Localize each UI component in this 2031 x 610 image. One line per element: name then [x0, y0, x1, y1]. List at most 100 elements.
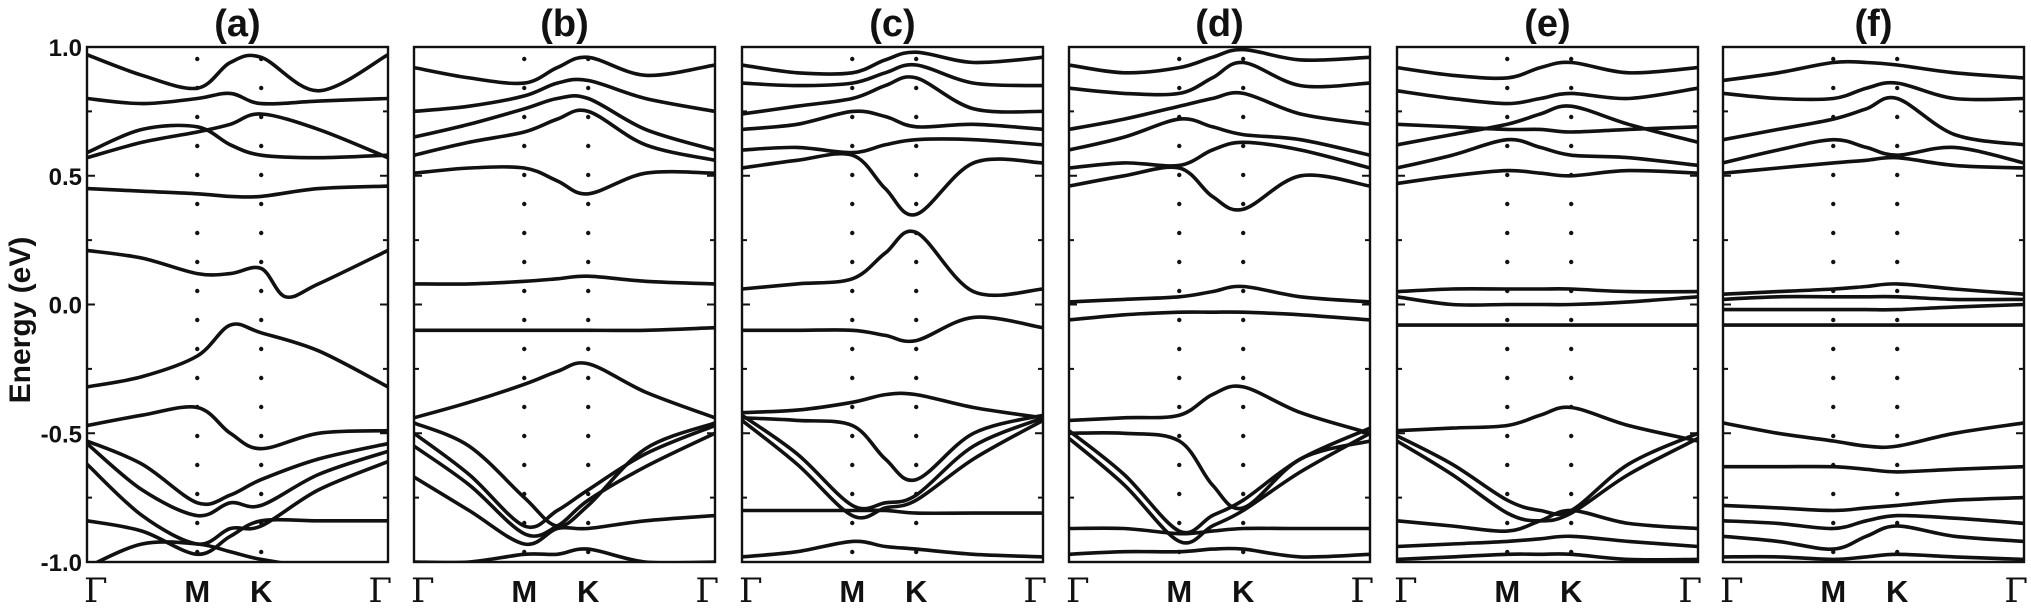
kpoint-label: Γ: [1720, 571, 1744, 610]
kpoint-guide-dot: [1241, 317, 1246, 323]
kpoint-guide-dot: [1241, 491, 1246, 497]
kpoint-guide-dot: [914, 520, 919, 526]
band-line: [87, 52, 388, 93]
kpoint-label: Γ: [368, 571, 392, 610]
kpoint-guide-dot: [1241, 85, 1246, 91]
kpoint-guide-dot: [522, 288, 527, 294]
kpoint-label: K: [1560, 574, 1583, 609]
kpoint-guide-dot: [914, 85, 919, 91]
band-line: [742, 229, 1043, 298]
kpoint-guide-dot: [522, 201, 527, 207]
kpoint-label: M: [1166, 574, 1192, 609]
band-line: [1723, 80, 2024, 102]
kpoint-guide-dot: [586, 259, 591, 265]
kpoint-guide-dot: [195, 230, 200, 236]
band-line: [1397, 295, 1698, 307]
kpoint-label: K: [1886, 574, 1909, 609]
kpoint-guide-dot: [1831, 491, 1836, 497]
kpoint-guide-dot: [1177, 172, 1182, 178]
band-line: [87, 112, 388, 160]
kpoint-guide-dot: [850, 433, 855, 439]
kpoint-guide-dot: [850, 143, 855, 149]
band-line: [414, 421, 715, 528]
band-line: [87, 322, 388, 389]
y-tick-label: 0.5: [49, 164, 82, 191]
band-line: [1397, 552, 1698, 562]
kpoint-guide-dot: [1895, 288, 1900, 294]
band-line: [1397, 122, 1698, 134]
band-line: [1069, 431, 1370, 545]
kpoint-guide-dot: [914, 288, 919, 294]
kpoint-guide-dot: [1241, 259, 1246, 265]
kpoint-guide-dot: [914, 259, 919, 265]
kpoint-guide-dot: [1831, 375, 1836, 381]
kpoint-guide-dot: [1831, 346, 1836, 352]
kpoint-guide-dot: [522, 259, 527, 265]
kpoint-label: K: [1232, 574, 1255, 609]
kpoint-label: K: [250, 574, 273, 609]
band-line: [414, 361, 715, 420]
kpoint-guide-dot: [195, 201, 200, 207]
kpoint-guide-dot: [1569, 114, 1574, 120]
band-line: [1069, 526, 1370, 536]
band-line: [1397, 60, 1698, 81]
kpoint-guide-dot: [195, 520, 200, 526]
kpoint-guide-dot: [850, 172, 855, 178]
kpoint-guide-dot: [1831, 143, 1836, 149]
kpoint-guide-dot: [914, 317, 919, 323]
band-line: [414, 165, 715, 196]
band-line: [1069, 140, 1370, 170]
kpoint-guide-dot: [1241, 230, 1246, 236]
band-line: [1397, 104, 1698, 147]
band-line: [87, 123, 388, 160]
kpoint-guide-dot: [1895, 143, 1900, 149]
kpoint-guide-dot: [195, 375, 200, 381]
kpoint-guide-dot: [522, 172, 527, 178]
band-line: [1723, 155, 2024, 175]
kpoint-guide-dot: [1241, 201, 1246, 207]
kpoint-guide-dot: [1895, 520, 1900, 526]
kpoint-guide-dot: [1831, 201, 1836, 207]
kpoint-guide-dot: [259, 346, 264, 352]
band-line: [87, 405, 388, 451]
kpoint-guide-dot: [1505, 114, 1510, 120]
kpoint-guide-dot: [586, 143, 591, 149]
kpoint-guide-dot: [1177, 85, 1182, 91]
band-line: [414, 475, 715, 547]
kpoint-guide-dot: [195, 143, 200, 149]
band-line: [414, 77, 715, 114]
kpoint-guide-dot: [1177, 317, 1182, 323]
band-line: [414, 93, 715, 152]
kpoint-guide-dot: [259, 433, 264, 439]
band-line: [1397, 436, 1698, 523]
y-tick-label: -1.0: [41, 550, 82, 577]
kpoint-guide-dot: [522, 375, 527, 381]
kpoint-guide-dot: [1569, 230, 1574, 236]
band-line: [742, 508, 1043, 516]
kpoint-guide-dot: [850, 317, 855, 323]
kpoint-guide-dot: [1895, 172, 1900, 178]
kpoint-guide-dot: [522, 346, 527, 352]
band-line: [1723, 464, 2024, 474]
kpoint-label: Γ: [1678, 571, 1702, 610]
kpoint-guide-dot: [850, 259, 855, 265]
kpoint-guide-dot: [522, 56, 527, 62]
kpoint-guide-dot: [1505, 491, 1510, 497]
kpoint-guide-dot: [850, 56, 855, 62]
band-line: [1723, 294, 2024, 302]
kpoint-guide-dot: [850, 85, 855, 91]
kpoint-label: M: [839, 574, 865, 609]
kpoint-guide-dot: [1831, 259, 1836, 265]
kpoint-guide-dot: [586, 346, 591, 352]
kpoint-guide-dot: [1241, 143, 1246, 149]
kpoint-label: Γ: [739, 571, 763, 610]
kpoint-guide-dot: [1505, 404, 1510, 410]
bands: [414, 55, 715, 562]
kpoint-guide-dot: [1177, 56, 1182, 62]
band-line: [87, 248, 388, 300]
kpoint-guide-dot: [1241, 56, 1246, 62]
band-line: [1397, 405, 1698, 443]
kpoint-guide-dot: [1831, 433, 1836, 439]
y-tick-label: 1.0: [49, 35, 82, 62]
